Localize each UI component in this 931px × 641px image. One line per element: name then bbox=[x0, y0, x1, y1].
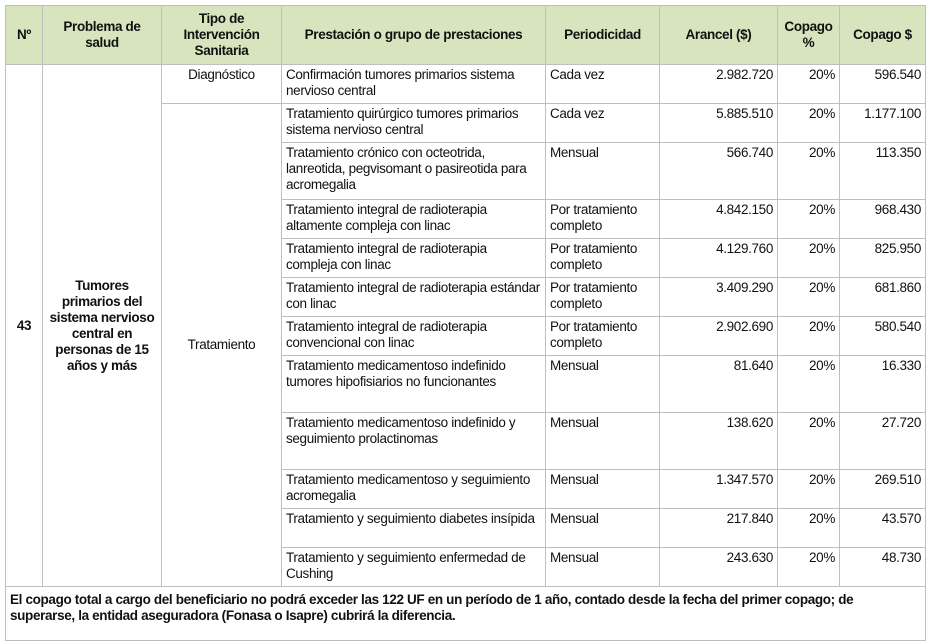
copago-cell: 1.177.100 bbox=[839, 103, 926, 143]
intervention-type: Diagnóstico bbox=[161, 64, 282, 104]
header-periodicidad: Periodicidad bbox=[545, 5, 660, 65]
periodicidad-cell: Mensual bbox=[545, 508, 660, 548]
prestacion-cell: Tratamiento y seguimiento enfermedad de … bbox=[281, 547, 546, 587]
prestacion-cell: Tratamiento medicamentoso indefinido tum… bbox=[281, 355, 546, 413]
header-problem: Problema de salud bbox=[42, 5, 162, 65]
prestacion-cell: Tratamiento integral de radioterapia alt… bbox=[281, 199, 546, 239]
header-arancel: Arancel ($) bbox=[659, 5, 778, 65]
table-row: Tratamiento medicamentoso y seguimiento … bbox=[6, 469, 926, 509]
table-row: Tratamiento medicamentoso indefinido tum… bbox=[6, 355, 926, 413]
table-row: Tratamiento Tratamiento quirúrgico tumore… bbox=[6, 103, 926, 587]
header-intervention: Tipo de Intervención Sanitaria bbox=[161, 5, 282, 65]
prestacion-cell: Tratamiento medicamentoso y seguimiento … bbox=[281, 469, 546, 509]
prestacion-cell: Tratamiento integral de radioterapia com… bbox=[281, 238, 546, 278]
arancel-cell: 2.982.720 bbox=[659, 64, 778, 104]
header-copago: Copago $ bbox=[839, 5, 926, 65]
periodicidad-cell: Mensual bbox=[545, 547, 660, 587]
footer-row: El copago total a cargo del beneficiario… bbox=[5, 586, 926, 641]
copago-pct-cell: 20% bbox=[777, 412, 840, 470]
prestacion-cell: Tratamiento integral de radioterapia con… bbox=[281, 316, 546, 356]
copago-pct-cell: 20% bbox=[777, 199, 840, 239]
periodicidad-cell: Mensual bbox=[545, 355, 660, 413]
copago-pct-cell: 20% bbox=[777, 547, 840, 587]
copago-cell: 48.730 bbox=[839, 547, 926, 587]
copago-cell: 27.720 bbox=[839, 412, 926, 470]
copago-pct-cell: 20% bbox=[777, 508, 840, 548]
periodicidad-cell: Por tratamiento completo bbox=[545, 238, 660, 278]
prestacion-cell: Tratamiento quirúrgico tumores primarios… bbox=[281, 103, 546, 143]
copago-cell: 580.540 bbox=[839, 316, 926, 356]
periodicidad-cell: Mensual bbox=[545, 469, 660, 509]
table-row: Tratamiento medicamentoso indefinido y s… bbox=[6, 412, 926, 470]
copago-pct-cell: 20% bbox=[777, 277, 840, 317]
periodicidad-cell: Por tratamiento completo bbox=[545, 277, 660, 317]
arancel-cell: 566.740 bbox=[659, 142, 778, 200]
copago-cell: 269.510 bbox=[839, 469, 926, 509]
table-row: Tratamiento integral de radioterapia com… bbox=[6, 238, 926, 278]
arancel-cell: 4.129.760 bbox=[659, 238, 778, 278]
table-row: 43 Tumores primarios del sistema nervioso… bbox=[5, 64, 926, 587]
arancel-cell: 2.902.690 bbox=[659, 316, 778, 356]
arancel-cell: 138.620 bbox=[659, 412, 778, 470]
copago-cell: 43.570 bbox=[839, 508, 926, 548]
table-row: Tratamiento integral de radioterapia alt… bbox=[6, 199, 926, 239]
copago-cell: 596.540 bbox=[839, 64, 926, 104]
problem-number: 43 bbox=[5, 64, 43, 587]
arancel-cell: 81.640 bbox=[659, 355, 778, 413]
copago-cell: 113.350 bbox=[839, 142, 926, 200]
copago-pct-cell: 20% bbox=[777, 64, 840, 104]
copago-pct-cell: 20% bbox=[777, 469, 840, 509]
prestacion-cell: Tratamiento integral de radioterapia est… bbox=[281, 277, 546, 317]
prestacion-cell: Tratamiento crónico con octeotrida, lanr… bbox=[281, 142, 546, 200]
copago-cell: 825.950 bbox=[839, 238, 926, 278]
header-number: Nº bbox=[5, 5, 43, 65]
header-copago-pct: Copago % bbox=[777, 5, 840, 65]
table-row: Tratamiento integral de radioterapia con… bbox=[6, 316, 926, 356]
periodicidad-cell: Mensual bbox=[545, 142, 660, 200]
table-row: Tratamiento y seguimiento enfermedad de … bbox=[6, 547, 926, 587]
arancel-cell: 243.630 bbox=[659, 547, 778, 587]
arancel-cell: 3.409.290 bbox=[659, 277, 778, 317]
periodicidad-cell: Mensual bbox=[545, 412, 660, 470]
prestacion-cell: Tratamiento medicamentoso indefinido y s… bbox=[281, 412, 546, 470]
copago-pct-cell: 20% bbox=[777, 238, 840, 278]
footer-note: El copago total a cargo del beneficiario… bbox=[5, 586, 926, 641]
copago-pct-cell: 20% bbox=[777, 142, 840, 200]
table-row: Tratamiento crónico con octeotrida, lanr… bbox=[6, 142, 926, 200]
periodicidad-cell: Cada vez bbox=[545, 64, 660, 104]
problem-name: Tumores primarios del sistema nervioso c… bbox=[42, 64, 162, 587]
periodicidad-cell: Por tratamiento completo bbox=[545, 316, 660, 356]
copago-pct-cell: 20% bbox=[777, 355, 840, 413]
prestacion-cell: Confirmación tumores primarios sistema n… bbox=[281, 64, 546, 104]
copago-pct-cell: 20% bbox=[777, 103, 840, 143]
arancel-cell: 217.840 bbox=[659, 508, 778, 548]
copago-cell: 681.860 bbox=[839, 277, 926, 317]
prestacion-cell: Tratamiento y seguimiento diabetes insíp… bbox=[281, 508, 546, 548]
periodicidad-cell: Por tratamiento completo bbox=[545, 199, 660, 239]
table-row: Tratamiento y seguimiento diabetes insíp… bbox=[6, 508, 926, 548]
periodicidad-cell: Cada vez bbox=[545, 103, 660, 143]
intervention-type: Tratamiento bbox=[161, 103, 282, 587]
copago-cell: 16.330 bbox=[839, 355, 926, 413]
arancel-cell: 4.842.150 bbox=[659, 199, 778, 239]
arancel-cell: 5.885.510 bbox=[659, 103, 778, 143]
copago-cell: 968.430 bbox=[839, 199, 926, 239]
copago-pct-cell: 20% bbox=[777, 316, 840, 356]
header-prestacion: Prestación o grupo de prestaciones bbox=[281, 5, 546, 65]
arancel-cell: 1.347.570 bbox=[659, 469, 778, 509]
copago-table: Nº Problema de salud Tipo de Intervenció… bbox=[5, 5, 926, 641]
header-row: Nº Problema de salud Tipo de Intervenció… bbox=[5, 5, 926, 65]
